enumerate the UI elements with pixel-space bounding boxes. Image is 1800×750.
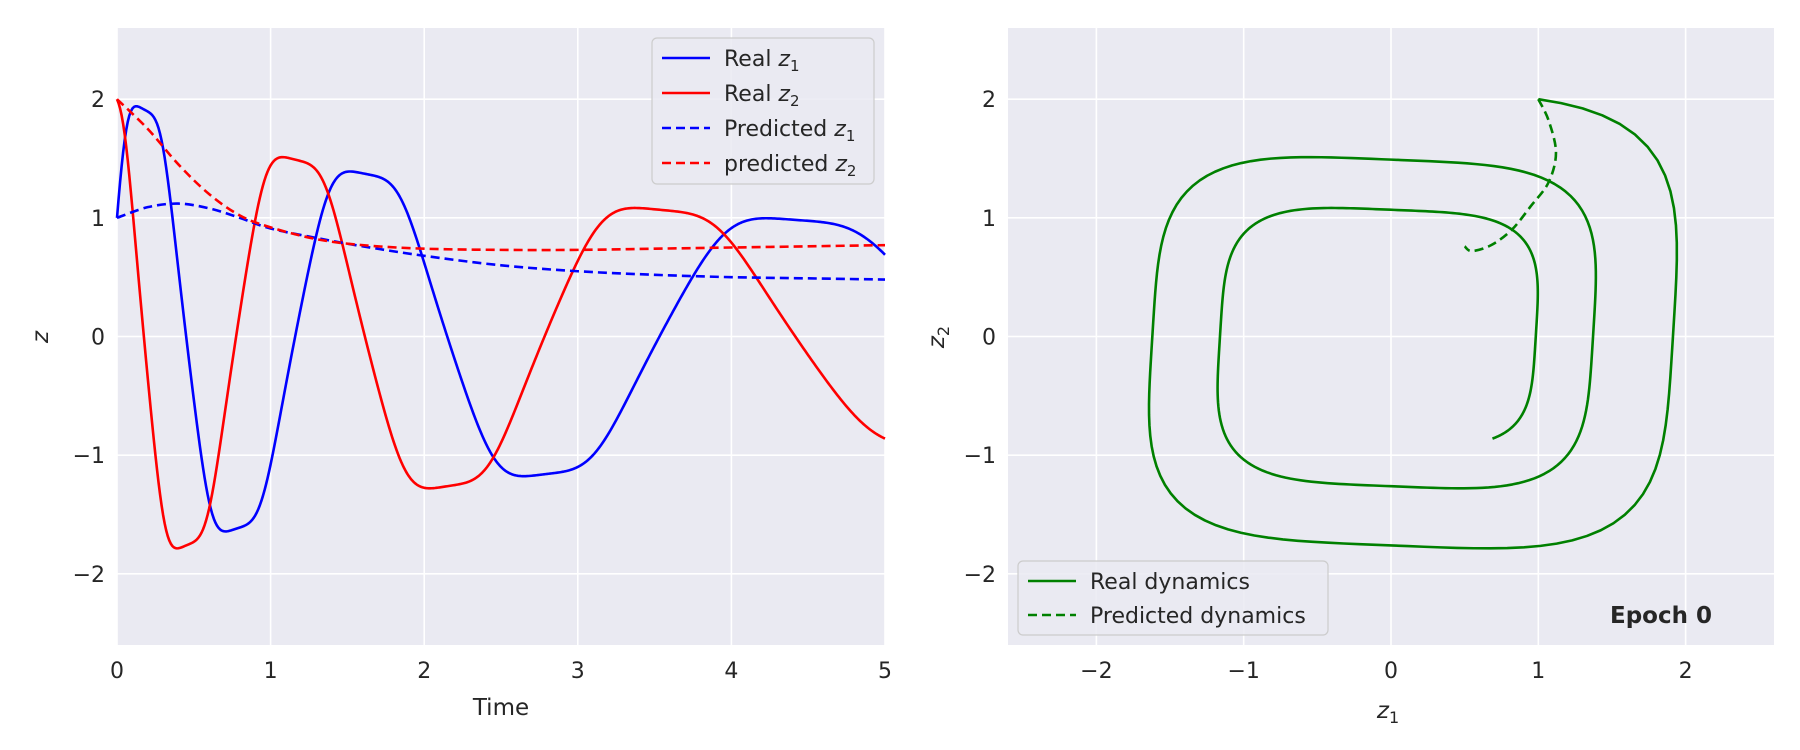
x-tick-label-right: 0 xyxy=(1384,659,1398,684)
grid-right xyxy=(1008,28,1774,645)
y-tick-label-right: −2 xyxy=(964,563,996,588)
series-lines-left xyxy=(115,98,886,550)
series-line-pred-z2 xyxy=(116,98,886,252)
y-tick-label-left: −1 xyxy=(73,444,105,469)
y-axis-label-left: z xyxy=(28,330,54,344)
legend-right: Real dynamics Predicted dynamics xyxy=(1017,560,1329,636)
y-tick-label-right: 0 xyxy=(982,326,996,351)
x-tick-label-right: 2 xyxy=(1679,659,1693,684)
x-tick-label-left: 2 xyxy=(417,659,431,684)
legend-box-right xyxy=(1017,560,1329,636)
series-line-real-dynamics xyxy=(1147,97,1679,550)
series-line-pred-z1 xyxy=(116,202,886,281)
x-tick-label-left: 1 xyxy=(264,659,278,684)
x-tick-label-left: 0 xyxy=(110,659,124,684)
y-tick-label-left: −2 xyxy=(73,563,105,588)
y-tick-label-left: 1 xyxy=(91,207,105,232)
legend-label: Predicted z1 xyxy=(724,117,855,145)
epoch-annotation: Epoch 0 xyxy=(1610,603,1712,629)
tick-labels-left: 0 1 2 3 4 5 −2 −1 0 1 2 xyxy=(73,88,892,684)
y-axis-label-right: z2 xyxy=(924,326,953,349)
phase-portrait-panel: −2 −1 0 1 2 −2 −1 0 1 2 z1 z2 Real dynamics Predic… xyxy=(924,28,1774,727)
y-tick-label-right: 2 xyxy=(982,88,996,113)
series-line-predicted-dynamics xyxy=(1463,98,1558,253)
legend-label: Real z2 xyxy=(724,82,800,110)
y-tick-label-right: 1 xyxy=(982,207,996,232)
legend-left: Real z1 Real z2 Predicted z1 predicted z2 xyxy=(651,37,875,185)
x-tick-label-left: 5 xyxy=(878,659,892,684)
y-tick-label-left: 0 xyxy=(91,326,105,351)
x-tick-label-left: 3 xyxy=(571,659,585,684)
x-axis-label-right: z1 xyxy=(1376,698,1399,727)
y-tick-label-right: −1 xyxy=(964,444,996,469)
y-tick-label-left: 2 xyxy=(91,88,105,113)
legend-label: Real dynamics xyxy=(1090,570,1250,595)
series-lines-right xyxy=(1147,97,1679,550)
legend-label: predicted z2 xyxy=(724,152,856,180)
legend-box-left xyxy=(651,37,875,185)
legend-label: Predicted dynamics xyxy=(1090,604,1306,629)
x-tick-label-right: −2 xyxy=(1080,659,1112,684)
tick-labels-right: −2 −1 0 1 2 −2 −1 0 1 2 xyxy=(964,88,1693,684)
x-axis-label-left: Time xyxy=(472,695,529,721)
series-line-real-z1 xyxy=(115,104,886,533)
x-tick-label-left: 4 xyxy=(724,659,738,684)
x-tick-label-right: 1 xyxy=(1531,659,1545,684)
x-tick-label-right: −1 xyxy=(1227,659,1259,684)
time-series-panel: 0 1 2 3 4 5 −2 −1 0 1 2 Time z Real z1 Real z2 Predi… xyxy=(28,28,892,721)
legend-label: Real z1 xyxy=(724,47,800,75)
